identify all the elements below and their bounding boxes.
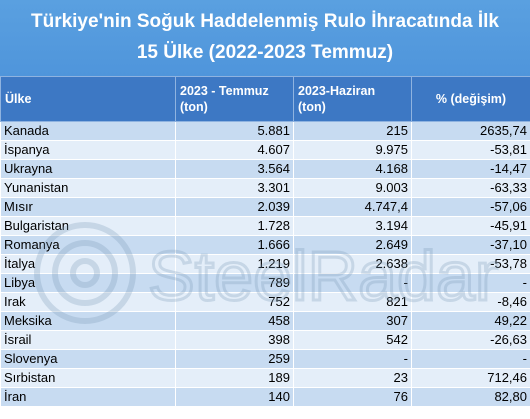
july-tons-cell: 259 [175,349,294,369]
country-cell: İran [0,387,176,407]
june-tons-cell: 821 [293,292,412,312]
export-table: Ülke 2023 - Temmuz (ton) 2023-Haziran (t… [0,76,530,407]
country-cell: Romanya [0,235,176,255]
july-tons-cell: 789 [175,273,294,293]
change-pct-cell: -8,46 [411,292,530,312]
table-body: Kanada 5.881 215 2635,74 İspanya 4.607 9.975 -5… [0,121,530,407]
july-tons-cell: 3.564 [175,159,294,179]
country-cell: Slovenya [0,349,176,369]
july-tons-cell: 140 [175,387,294,407]
change-pct-cell: -63,33 [411,178,530,198]
country-cell: İtalya [0,254,176,274]
change-pct-cell: - [411,349,530,369]
july-tons-cell: 1.219 [175,254,294,274]
june-tons-cell: - [293,349,412,369]
header-july: 2023 - Temmuz (ton) [175,76,294,122]
june-tons-cell: 4.168 [293,159,412,179]
july-tons-cell: 458 [175,311,294,331]
july-tons-cell: 5.881 [175,121,294,141]
table-row: İtalya 1.219 2.638 -53,78 [0,254,530,274]
table-row: Slovenya 259- - [0,349,530,369]
june-tons-cell: 2.649 [293,235,412,255]
page-title: Türkiye'nin Soğuk Haddelenmiş Rulo İhrac… [0,0,530,76]
june-tons-cell: 9.975 [293,140,412,160]
july-tons-cell: 1.728 [175,216,294,236]
header-july-line2: (ton) [180,100,208,114]
table-row: Yunanistan 3.301 9.003 -63,33 [0,178,530,198]
change-pct-cell: - [411,273,530,293]
change-pct-cell: -45,91 [411,216,530,236]
header-row: Ülke 2023 - Temmuz (ton) 2023-Haziran (t… [0,76,530,122]
change-pct-cell: -53,78 [411,254,530,274]
change-pct-cell: -37,10 [411,235,530,255]
country-cell: İsrail [0,330,176,350]
july-tons-cell: 752 [175,292,294,312]
header-country: Ülke [0,76,176,122]
june-tons-cell: 23 [293,368,412,388]
july-tons-cell: 189 [175,368,294,388]
june-tons-cell: 76 [293,387,412,407]
june-tons-cell: 542 [293,330,412,350]
july-tons-cell: 2.039 [175,197,294,217]
table-row: İspanya 4.607 9.975 -53,81 [0,140,530,160]
june-tons-cell: - [293,273,412,293]
june-tons-cell: 9.003 [293,178,412,198]
country-cell: Yunanistan [0,178,176,198]
country-cell: Irak [0,292,176,312]
july-tons-cell: 1.666 [175,235,294,255]
header-june: 2023-Haziran (ton) [293,76,412,122]
country-cell: Libya [0,273,176,293]
table-row: Ukrayna 3.564 4.168 -14,47 [0,159,530,179]
june-tons-cell: 215 [293,121,412,141]
country-cell: Mısır [0,197,176,217]
table-row: Mısır 2.039 4.747,4 -57,06 [0,197,530,217]
country-cell: Meksika [0,311,176,331]
table-row: İsrail 398 542 -26,63 [0,330,530,350]
country-cell: Bulgaristan [0,216,176,236]
june-tons-cell: 3.194 [293,216,412,236]
table-row: İran 140 76 82,80 [0,387,530,407]
header-change: % (değişim) [411,76,530,122]
table-row: Sırbistan 189 23 712,46 [0,368,530,388]
change-pct-cell: -14,47 [411,159,530,179]
change-pct-cell: 712,46 [411,368,530,388]
june-tons-cell: 307 [293,311,412,331]
change-pct-cell: -26,63 [411,330,530,350]
table-row: Romanya 1.666 2.649 -37,10 [0,235,530,255]
header-july-line1: 2023 - Temmuz [180,84,269,98]
table-row: Meksika 458 307 49,22 [0,311,530,331]
country-cell: Sırbistan [0,368,176,388]
title-line-2: 15 Ülke (2022-2023 Temmuz) [136,42,394,63]
country-cell: İspanya [0,140,176,160]
june-tons-cell: 4.747,4 [293,197,412,217]
change-pct-cell: 49,22 [411,311,530,331]
change-pct-cell: 2635,74 [411,121,530,141]
table-row: Libya 789- - [0,273,530,293]
country-cell: Kanada [0,121,176,141]
table-row: Kanada 5.881 215 2635,74 [0,121,530,141]
header-june-line1: 2023-Haziran [298,84,376,98]
change-pct-cell: -57,06 [411,197,530,217]
change-pct-cell: 82,80 [411,387,530,407]
july-tons-cell: 4.607 [175,140,294,160]
table-row: Irak 752 821 -8,46 [0,292,530,312]
change-pct-cell: -53,81 [411,140,530,160]
header-june-line2: (ton) [298,100,326,114]
table-row: Bulgaristan 1.728 3.194 -45,91 [0,216,530,236]
country-cell: Ukrayna [0,159,176,179]
july-tons-cell: 3.301 [175,178,294,198]
june-tons-cell: 2.638 [293,254,412,274]
title-line-1: Türkiye'nin Soğuk Haddelenmiş Rulo İhrac… [30,11,499,32]
july-tons-cell: 398 [175,330,294,350]
